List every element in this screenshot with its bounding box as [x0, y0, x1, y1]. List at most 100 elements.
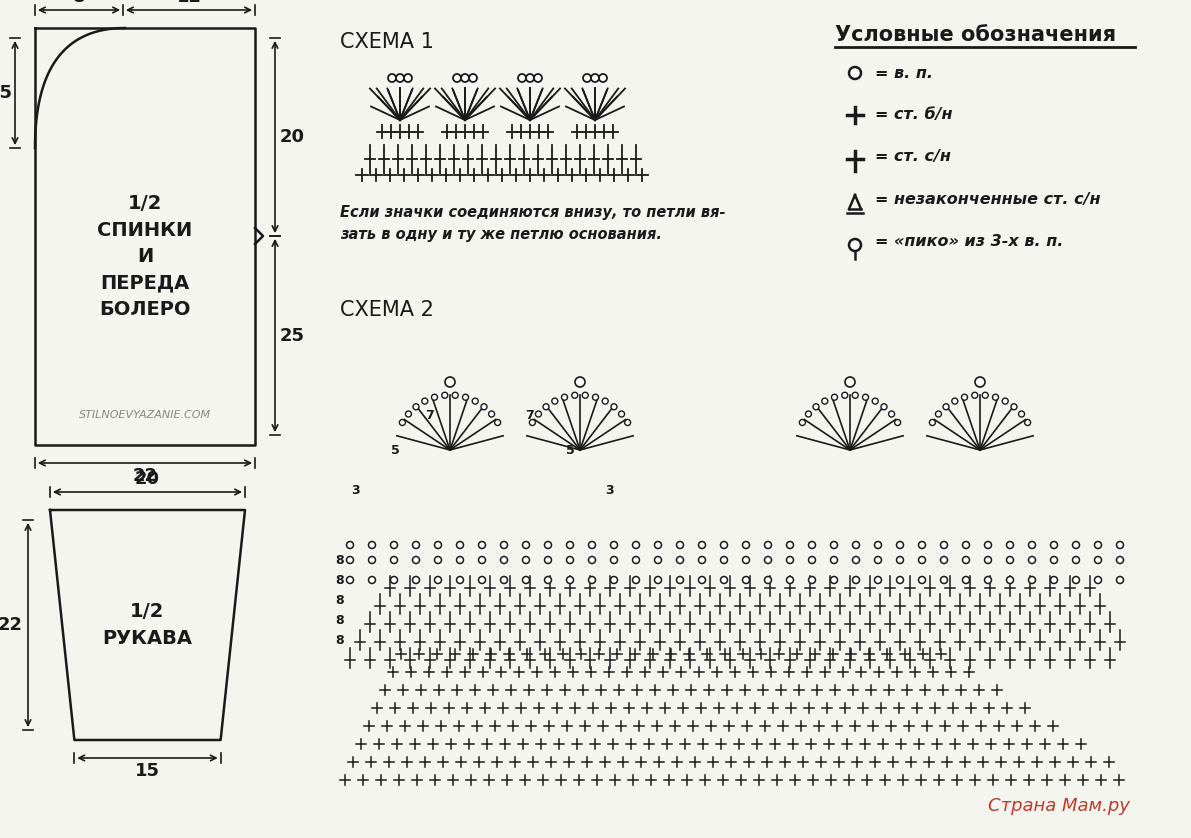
Circle shape: [618, 411, 624, 417]
Circle shape: [422, 398, 428, 404]
Circle shape: [632, 556, 640, 563]
Circle shape: [799, 420, 805, 426]
Text: Условные обозначения: Условные обозначения: [835, 25, 1116, 45]
Circle shape: [831, 394, 837, 401]
Circle shape: [765, 541, 772, 549]
Text: 5: 5: [566, 443, 574, 457]
Circle shape: [435, 541, 442, 549]
Circle shape: [1006, 541, 1014, 549]
Circle shape: [1006, 577, 1014, 583]
Circle shape: [575, 377, 585, 387]
Circle shape: [1095, 577, 1102, 583]
Circle shape: [1018, 411, 1024, 417]
Circle shape: [412, 577, 419, 583]
Text: 8: 8: [73, 0, 86, 6]
Text: 8: 8: [336, 573, 344, 587]
Circle shape: [347, 541, 354, 549]
Circle shape: [413, 404, 419, 410]
Circle shape: [567, 556, 574, 563]
Circle shape: [874, 577, 881, 583]
Circle shape: [611, 541, 617, 549]
Circle shape: [655, 541, 661, 549]
Circle shape: [853, 392, 859, 398]
Circle shape: [742, 556, 749, 563]
Circle shape: [721, 541, 728, 549]
Circle shape: [975, 377, 985, 387]
Circle shape: [469, 74, 478, 82]
Circle shape: [985, 541, 991, 549]
Circle shape: [809, 541, 816, 549]
Circle shape: [822, 398, 828, 404]
Circle shape: [1095, 556, 1102, 563]
Circle shape: [676, 577, 684, 583]
Circle shape: [1002, 398, 1009, 404]
Text: 8: 8: [336, 554, 344, 566]
Circle shape: [472, 398, 479, 404]
Circle shape: [632, 577, 640, 583]
Circle shape: [786, 556, 793, 563]
Circle shape: [918, 541, 925, 549]
Circle shape: [456, 541, 463, 549]
Text: 25: 25: [280, 327, 305, 344]
Circle shape: [655, 556, 661, 563]
Circle shape: [368, 556, 375, 563]
Circle shape: [786, 577, 793, 583]
Circle shape: [1116, 541, 1123, 549]
Text: = «пико» из 3-х в. п.: = «пико» из 3-х в. п.: [875, 234, 1064, 249]
Circle shape: [543, 404, 549, 410]
Circle shape: [1050, 541, 1058, 549]
Circle shape: [1116, 556, 1123, 563]
Circle shape: [551, 398, 557, 404]
Circle shape: [918, 556, 925, 563]
Circle shape: [1073, 577, 1079, 583]
Text: = ст. б/н: = ст. б/н: [875, 107, 953, 122]
Circle shape: [624, 420, 630, 426]
Circle shape: [584, 74, 591, 82]
Circle shape: [894, 420, 900, 426]
Circle shape: [611, 577, 617, 583]
Circle shape: [786, 541, 793, 549]
Circle shape: [518, 74, 526, 82]
Circle shape: [445, 377, 455, 387]
Circle shape: [874, 541, 881, 549]
Circle shape: [765, 577, 772, 583]
Text: Страна Мам.ру: Страна Мам.ру: [989, 797, 1130, 815]
Text: 3: 3: [606, 484, 615, 496]
Circle shape: [1029, 556, 1035, 563]
Text: 20: 20: [135, 470, 160, 488]
Circle shape: [897, 541, 904, 549]
Circle shape: [456, 577, 463, 583]
Circle shape: [453, 392, 459, 398]
Circle shape: [721, 577, 728, 583]
Circle shape: [853, 577, 860, 583]
Circle shape: [676, 556, 684, 563]
Text: 12: 12: [176, 0, 201, 6]
Circle shape: [405, 411, 411, 417]
Circle shape: [529, 420, 536, 426]
Text: 15: 15: [0, 84, 13, 102]
Circle shape: [962, 556, 969, 563]
Circle shape: [962, 577, 969, 583]
Circle shape: [897, 556, 904, 563]
Circle shape: [655, 577, 661, 583]
Text: = в. п.: = в. п.: [875, 65, 933, 80]
Text: = ст. с/н: = ст. с/н: [875, 149, 950, 164]
Circle shape: [523, 577, 530, 583]
Circle shape: [523, 556, 530, 563]
Circle shape: [1073, 556, 1079, 563]
Circle shape: [479, 577, 486, 583]
Circle shape: [742, 577, 749, 583]
Circle shape: [941, 577, 948, 583]
Text: СХЕМА 1: СХЕМА 1: [339, 32, 434, 52]
Circle shape: [888, 411, 894, 417]
Circle shape: [544, 541, 551, 549]
Text: STILNOEVYAZANIE.COM: STILNOEVYAZANIE.COM: [79, 410, 211, 420]
Circle shape: [830, 541, 837, 549]
Text: 5: 5: [391, 443, 399, 457]
Circle shape: [572, 392, 578, 398]
Circle shape: [500, 556, 507, 563]
Circle shape: [479, 556, 486, 563]
Circle shape: [523, 541, 530, 549]
Circle shape: [534, 74, 542, 82]
Circle shape: [603, 398, 609, 404]
